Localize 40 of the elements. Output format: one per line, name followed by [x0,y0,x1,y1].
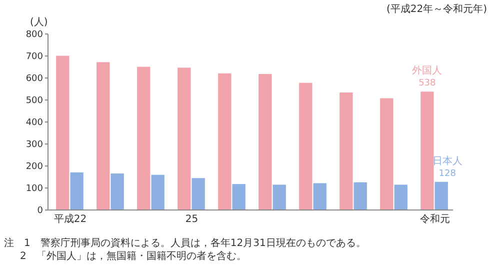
text: (平成22年～令和元年) [386,3,488,15]
y-axis-title: (人) [30,17,48,28]
y-tick-label: 500 [26,96,44,106]
bar [313,183,326,210]
bar [299,82,312,210]
bar [70,172,84,210]
text: 2 「外国人」は，無国籍・国籍不明の者を含む。 [20,250,246,262]
bar [434,182,448,210]
series-label: 外国人 [412,66,442,77]
bar [232,184,246,210]
bar [218,73,232,210]
bar [110,173,124,210]
y-tick-label: 0 [37,206,44,216]
x-tick-label: 平成22 [54,213,87,225]
bar [272,184,286,210]
text: 注 1 警察庁刑事局の資料による。人員は，各年12月31日現在のものである。 [4,237,366,249]
bar [340,92,353,210]
series-label: 日本人 [432,154,462,167]
y-tick-label: 200 [26,162,44,172]
bar [96,62,110,210]
y-tick-label: 400 [26,118,44,128]
y-tick-label: 600 [26,74,44,84]
data-label: 538 [418,78,436,89]
bar [394,184,408,210]
bar [137,66,150,210]
bar [354,182,367,210]
y-tick-label: 800 [26,30,44,40]
y-tick-label: 700 [26,52,44,62]
data-label: 128 [438,168,456,179]
y-tick-label: 300 [26,140,44,150]
bar [380,98,394,210]
bar [178,68,191,210]
y-tick-label: 100 [26,184,44,194]
x-tick-label: 令和元 [420,213,450,225]
bar [151,174,164,210]
bar [420,92,434,210]
bar [192,178,205,210]
x-tick-label: 25 [185,214,198,225]
bar [56,56,70,210]
bar [258,74,272,210]
